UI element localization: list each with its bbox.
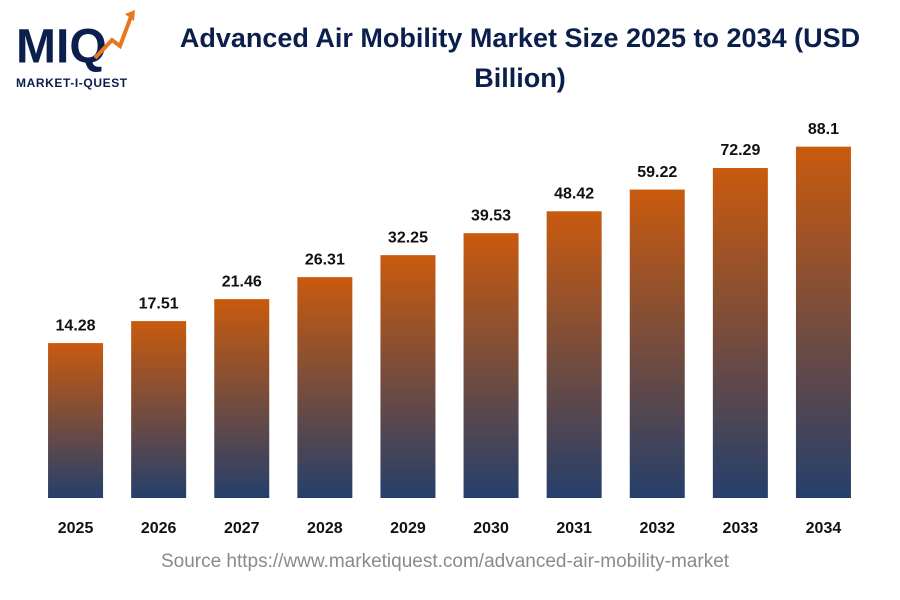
- bar: [463, 233, 519, 498]
- x-tick-label: 2031: [556, 520, 592, 537]
- source: Source https://www.marketiquest.com/adva…: [161, 551, 730, 572]
- logo-mark: MIQ: [16, 21, 107, 74]
- value-label: 48.42: [554, 186, 594, 203]
- x-tick-label: 2032: [639, 520, 675, 537]
- value-label: 72.29: [720, 142, 760, 159]
- bar: [214, 299, 270, 498]
- logo-arrow-head: [125, 10, 135, 21]
- value-label: 32.25: [388, 229, 428, 246]
- value-label: 88.1: [808, 121, 839, 138]
- bar: [131, 321, 187, 498]
- logo: MIQ MARKET-I-QUEST: [16, 10, 135, 90]
- logo-arrow: [93, 13, 134, 60]
- bar: [546, 211, 602, 498]
- x-tick-label: 2026: [141, 520, 177, 537]
- bar: [629, 189, 685, 498]
- logo-name: MARKET-I-QUEST: [16, 76, 128, 90]
- value-label: 17.51: [139, 295, 179, 312]
- x-tick-label: 2034: [806, 520, 842, 537]
- value-label: 26.31: [305, 251, 345, 268]
- value-label: 21.46: [222, 273, 262, 290]
- chart-title: Advanced Air Mobility Market Size 2025 t…: [179, 23, 861, 93]
- value-label: 39.53: [471, 207, 511, 224]
- x-tick-label: 2029: [390, 520, 426, 537]
- bar: [48, 343, 104, 498]
- value-label: 59.22: [637, 164, 677, 181]
- bar: [795, 146, 851, 498]
- x-tick-label: 2028: [307, 520, 343, 537]
- x-tick-label: 2033: [723, 520, 759, 537]
- value-label: 14.28: [56, 317, 96, 334]
- bar: [712, 168, 768, 499]
- bar: [297, 277, 353, 498]
- x-tick-label: 2025: [58, 520, 94, 537]
- x-tick-label: 2027: [224, 520, 260, 537]
- x-tick-label: 2030: [473, 520, 509, 537]
- bar: [380, 255, 436, 498]
